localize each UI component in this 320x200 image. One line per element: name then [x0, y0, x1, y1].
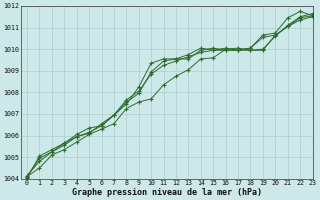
X-axis label: Graphe pression niveau de la mer (hPa): Graphe pression niveau de la mer (hPa) — [72, 188, 262, 197]
